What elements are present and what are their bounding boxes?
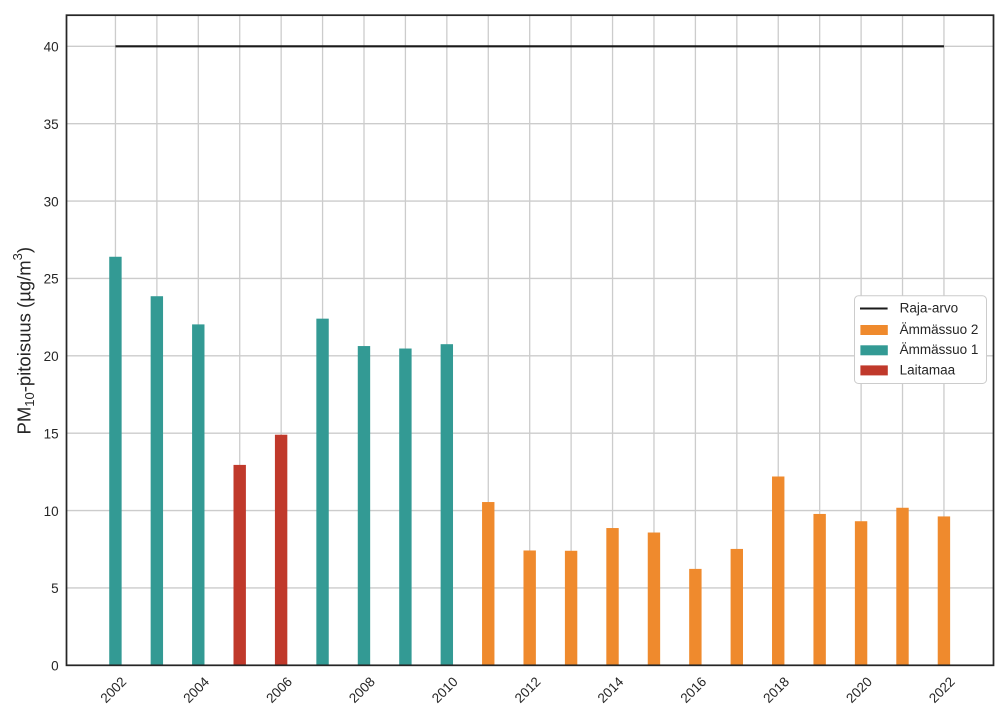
svg-text:30: 30	[44, 194, 59, 209]
svg-text:15: 15	[44, 426, 59, 441]
svg-text:40: 40	[44, 40, 59, 55]
svg-text:25: 25	[44, 272, 59, 287]
svg-text:0: 0	[51, 659, 59, 674]
svg-text:10: 10	[44, 504, 59, 519]
svg-text:Raja-arvo: Raja-arvo	[900, 300, 959, 315]
svg-text:5: 5	[51, 581, 59, 596]
svg-text:Ämmässuo 1: Ämmässuo 1	[900, 342, 979, 357]
svg-text:Ämmässuo 2: Ämmässuo 2	[900, 322, 979, 337]
svg-text:Laitamaa: Laitamaa	[900, 362, 956, 377]
svg-text:35: 35	[44, 117, 59, 132]
svg-text:20: 20	[44, 349, 59, 364]
